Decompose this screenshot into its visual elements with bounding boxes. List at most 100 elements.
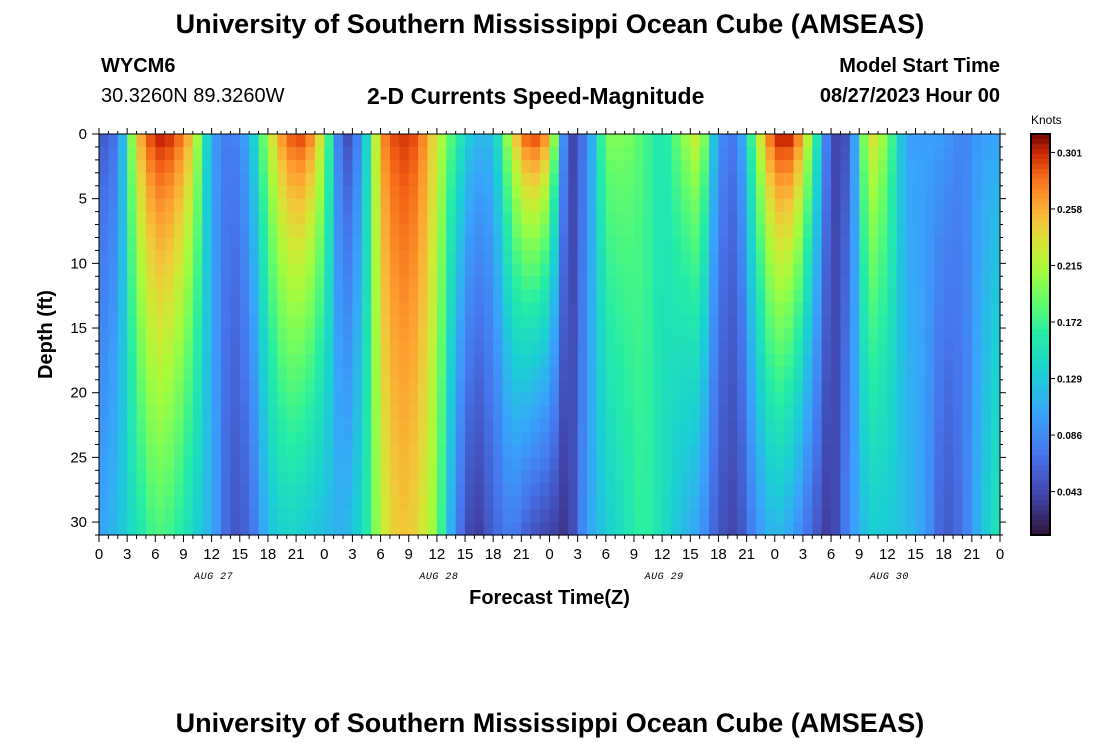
- heatmap-cell: [877, 392, 888, 407]
- heatmap-cell: [737, 328, 748, 342]
- heatmap-cell: [831, 392, 842, 407]
- heatmap-cell: [577, 496, 588, 510]
- heatmap-cell: [859, 483, 870, 497]
- heatmap-cell: [352, 146, 363, 161]
- heatmap-cell: [465, 431, 476, 446]
- heatmap-cell: [436, 302, 447, 316]
- heatmap-cell: [821, 237, 832, 252]
- heatmap-cell: [577, 431, 588, 446]
- heatmap-cell: [333, 237, 344, 252]
- heatmap-cell: [605, 276, 616, 290]
- heatmap-cell: [887, 353, 898, 368]
- heatmap-cell: [746, 366, 757, 381]
- heatmap-cell: [868, 146, 879, 161]
- heatmap-cell: [540, 522, 551, 536]
- heatmap-cell: [953, 470, 964, 484]
- heatmap-cell: [587, 522, 598, 536]
- heatmap-cell: [296, 237, 307, 252]
- heatmap-cell: [352, 353, 363, 368]
- heatmap-cell: [399, 276, 410, 290]
- heatmap-cell: [155, 509, 166, 523]
- heatmap-cell: [239, 134, 250, 148]
- heatmap-cell: [117, 470, 128, 484]
- heatmap-cell: [568, 431, 579, 446]
- heatmap-cell: [333, 302, 344, 316]
- heatmap-cell: [662, 353, 673, 368]
- heatmap-cell: [493, 237, 504, 252]
- heatmap-cell: [624, 146, 635, 161]
- heatmap-cell: [540, 328, 551, 342]
- heatmap-cell: [587, 379, 598, 394]
- heatmap-cell: [812, 366, 823, 381]
- heatmap-cell: [924, 522, 935, 536]
- heatmap-cell: [943, 263, 954, 277]
- heatmap-cell: [953, 340, 964, 355]
- heatmap-cell: [296, 418, 307, 433]
- heatmap-cell: [286, 405, 297, 420]
- heatmap-cell: [465, 134, 476, 148]
- heatmap-cell: [662, 250, 673, 264]
- heatmap-cell: [436, 470, 447, 484]
- model-start-value: 08/27/2023 Hour 00: [819, 85, 1000, 107]
- heatmap-cell: [408, 496, 419, 510]
- heatmap-cell: [267, 198, 278, 213]
- heatmap-cell: [493, 198, 504, 213]
- heatmap-cell: [699, 302, 710, 316]
- heatmap-cell: [605, 315, 616, 329]
- heatmap-cell: [906, 328, 917, 342]
- heatmap-cell: [549, 379, 560, 394]
- heatmap-cell: [596, 302, 607, 316]
- heatmap-cell: [455, 134, 466, 148]
- heatmap-cell: [718, 315, 729, 329]
- heatmap-cell: [887, 496, 898, 510]
- heatmap-cell: [662, 237, 673, 252]
- heatmap-cell: [136, 496, 147, 510]
- heatmap-cell: [371, 146, 382, 161]
- heatmap-cell: [690, 276, 701, 290]
- heatmap-cell: [953, 263, 964, 277]
- heatmap-cell: [849, 522, 860, 536]
- heatmap-cell: [333, 340, 344, 355]
- heatmap-cell: [587, 289, 598, 303]
- heatmap-cell: [624, 211, 635, 226]
- heatmap-cell: [633, 224, 644, 239]
- heatmap-cell: [596, 159, 607, 174]
- heatmap-cell: [849, 276, 860, 290]
- heatmap-cell: [784, 522, 795, 536]
- heatmap-cell: [521, 276, 532, 290]
- heatmap-cell: [108, 522, 119, 536]
- heatmap-cell: [690, 496, 701, 510]
- x-tick-label: 21: [964, 546, 981, 563]
- heatmap-cell: [784, 353, 795, 368]
- heatmap-cell: [737, 379, 748, 394]
- heatmap-cell: [831, 483, 842, 497]
- heatmap-cell: [108, 379, 119, 394]
- heatmap-cell: [380, 211, 391, 226]
- heatmap-cell: [427, 237, 438, 252]
- heatmap-cell: [239, 159, 250, 174]
- heatmap-cell: [221, 224, 231, 239]
- heatmap-cell: [746, 146, 757, 161]
- heatmap-cell: [117, 237, 128, 252]
- heatmap-cell: [746, 172, 757, 187]
- heatmap-cell: [511, 315, 522, 329]
- heatmap-cell: [136, 405, 147, 420]
- heatmap-cell: [840, 211, 851, 226]
- heatmap-cell: [727, 263, 738, 277]
- heatmap-cell: [709, 302, 720, 316]
- x-day-label: AUG 27: [193, 572, 233, 583]
- heatmap-cell: [981, 198, 992, 213]
- x-tick-label: 6: [602, 546, 610, 563]
- heatmap-cell: [727, 224, 738, 239]
- heatmap-cell: [127, 328, 138, 342]
- heatmap-cell: [249, 237, 260, 252]
- colorbar-segment: [1031, 294, 1050, 301]
- heatmap-cell: [427, 224, 438, 239]
- heatmap-cell: [624, 328, 635, 342]
- heatmap-cell: [568, 172, 579, 187]
- x-tick-label: 12: [203, 546, 220, 563]
- heatmap-cell: [633, 379, 644, 394]
- heatmap-cell: [389, 198, 400, 213]
- heatmap-cell: [521, 159, 532, 174]
- heatmap-cell: [418, 418, 429, 433]
